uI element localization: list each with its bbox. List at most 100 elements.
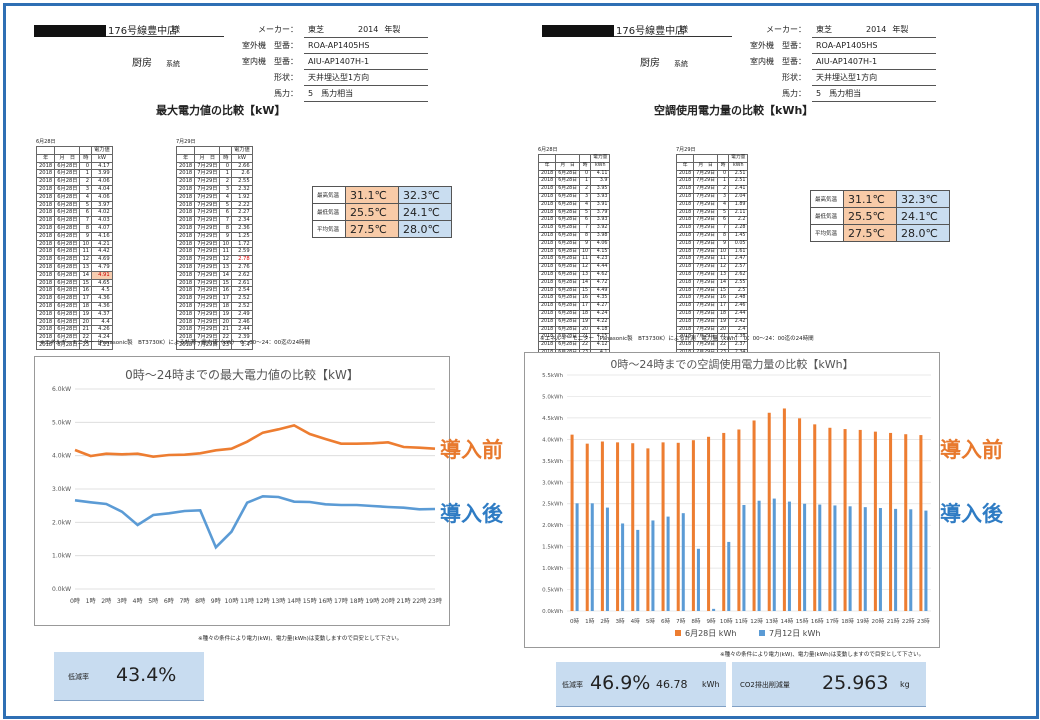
- data-table-after: 電力値年月 日時 kW 2018 7月29日 0 2.66 2018 7月29日 1 2.6 201…: [175, 146, 253, 350]
- x-tick-label: 20時: [381, 598, 395, 605]
- table-cell: 1.61: [728, 247, 749, 257]
- table-cell: 7月29日: [194, 286, 221, 296]
- x-tick-label: 18時: [350, 598, 364, 605]
- table-cell: 6月28日: [555, 302, 580, 311]
- table-cell: 6月28日: [54, 177, 81, 186]
- x-tick-label: 9時: [707, 617, 717, 625]
- temp-after: 28.0℃: [896, 224, 950, 242]
- line-chart-svg: 0時～24時までの最大電力値の比較【kW】 0.0kW 1.0kW 2.0kW 3.0k…: [52, 367, 442, 605]
- honorific: 様: [680, 25, 688, 34]
- head-blank: [578, 154, 592, 163]
- table-cell: 2018: [35, 184, 56, 194]
- table-cell: 7月29日: [194, 340, 221, 350]
- reduction-amount: 46.78: [656, 678, 688, 691]
- co2-box: CO2排出削減量 25.963 kg: [732, 662, 926, 707]
- table-cell: 7月29日: [693, 208, 718, 218]
- table-cell: 7月29日: [693, 309, 718, 319]
- table-cell: 4.24: [590, 309, 611, 319]
- table-cell: 6月28日: [54, 239, 81, 249]
- table-cell: 7: [79, 216, 93, 225]
- table-cell: 2018: [537, 325, 557, 335]
- table-cell: 4.5: [91, 286, 113, 296]
- table-cell: 2.78: [231, 255, 253, 264]
- table-cell: 2018: [537, 169, 557, 179]
- table-cell: 2018: [175, 184, 196, 194]
- table-cell: 4.23: [590, 255, 611, 265]
- bar-after: [605, 507, 609, 611]
- table-cell: 2018: [675, 208, 695, 218]
- head-blank: [537, 154, 557, 163]
- table-cell: 3.9: [590, 177, 611, 187]
- x-tick-label: 11時: [240, 598, 254, 605]
- table-date-before: 6月28日: [36, 139, 56, 145]
- table-cell: 3.93: [590, 216, 611, 226]
- redacted-bar: [34, 25, 106, 37]
- table-cell: 3.98: [590, 231, 611, 241]
- table-cell: 10: [219, 239, 233, 249]
- table-cell: 0: [716, 169, 730, 179]
- table-cell: 4.16: [91, 231, 113, 241]
- table-cell: 14: [578, 278, 592, 288]
- table-row: 2018 7月29日 22 2.37: [675, 341, 749, 350]
- system-label: 系統: [166, 60, 180, 68]
- table-row: 2018 6月28日 9 4.06: [537, 239, 611, 249]
- table-cell: 2018: [537, 231, 557, 241]
- table-cell: 19: [219, 309, 233, 319]
- table-cell: 14: [219, 270, 233, 280]
- table-cell: 2018: [675, 286, 695, 296]
- after-tag: 導入後: [440, 502, 503, 526]
- temperature-table: 最高気温 31.1℃ 32.3℃ 最低気温 25.5℃ 24.1℃ 平均気温 27.5℃ 28.…: [312, 186, 452, 238]
- before-tag: 導入前: [440, 438, 503, 462]
- reduction-rate-box: 低減率 43.4%: [54, 652, 204, 701]
- table-cell: 4.79: [91, 262, 113, 272]
- x-tick-label: 15時: [796, 617, 809, 625]
- table-cell: 2.44: [728, 309, 749, 319]
- table-cell: 16: [716, 294, 730, 304]
- table-cell: 3.92: [590, 224, 611, 233]
- table-cell: 6月28日: [555, 208, 580, 218]
- bar-before: [798, 418, 802, 611]
- table-cell: 1: [716, 177, 730, 187]
- table-cell: 6月28日: [54, 223, 81, 233]
- table-cell: 2.48: [728, 294, 749, 304]
- bar-after: [575, 503, 579, 611]
- spec-row: メーカー： 東芝 2014 年製: [238, 22, 428, 38]
- table-head-top: 電力量: [675, 154, 749, 163]
- kitchen-text: 厨房: [640, 58, 660, 69]
- table-row: 2018 6月28日 1 3.9: [537, 177, 611, 187]
- table-cell: 6月28日: [555, 309, 580, 319]
- table-cell: 7月29日: [693, 216, 718, 226]
- table-cell: 2018: [175, 161, 196, 171]
- table-cell: 11: [578, 255, 592, 265]
- spec-row: メーカー： 東芝 2014 年製: [746, 22, 936, 38]
- bar-after: [924, 510, 928, 611]
- table-cell: 9: [716, 239, 730, 249]
- bar-before: [570, 434, 574, 611]
- table-cell: 2018: [35, 317, 56, 327]
- table-cell: 4.02: [91, 208, 113, 218]
- table-cell: 2.41: [728, 185, 749, 194]
- table-row: 2018 7月29日 2 2.41: [675, 185, 749, 194]
- bar-after: [666, 516, 670, 611]
- table-cell: 2.55: [231, 177, 253, 186]
- table-cell: 17: [219, 294, 233, 303]
- x-tick-label: 13時: [765, 617, 778, 625]
- head-blank: [175, 146, 196, 155]
- table-cell: 2.34: [231, 216, 253, 225]
- data-table-before: 電力値年月 日時 kW 2018 6月28日 0 4.17 2018 6月28日 1 3.99 20…: [35, 146, 113, 350]
- table-row: 2018 6月28日 16 4.35: [537, 294, 611, 304]
- table-cell: 2.46: [728, 302, 749, 311]
- spec-year-unit: 年製: [384, 25, 401, 34]
- table-cell: 12: [79, 255, 93, 264]
- table-cell: 2018: [537, 270, 557, 280]
- x-tick-label: 10時: [720, 617, 733, 625]
- bar-after: [651, 520, 655, 611]
- table-cell: 2018: [175, 216, 196, 225]
- table-cell: 6月28日: [555, 192, 580, 202]
- table-cell: 2018: [175, 223, 196, 233]
- table-cell: 8: [578, 231, 592, 241]
- table-cell: 2.4: [728, 325, 749, 335]
- table-cell: 2018: [675, 325, 695, 335]
- temp-row: 最高気温 31.1℃ 32.3℃: [312, 186, 452, 204]
- table-cell: 2018: [35, 239, 56, 249]
